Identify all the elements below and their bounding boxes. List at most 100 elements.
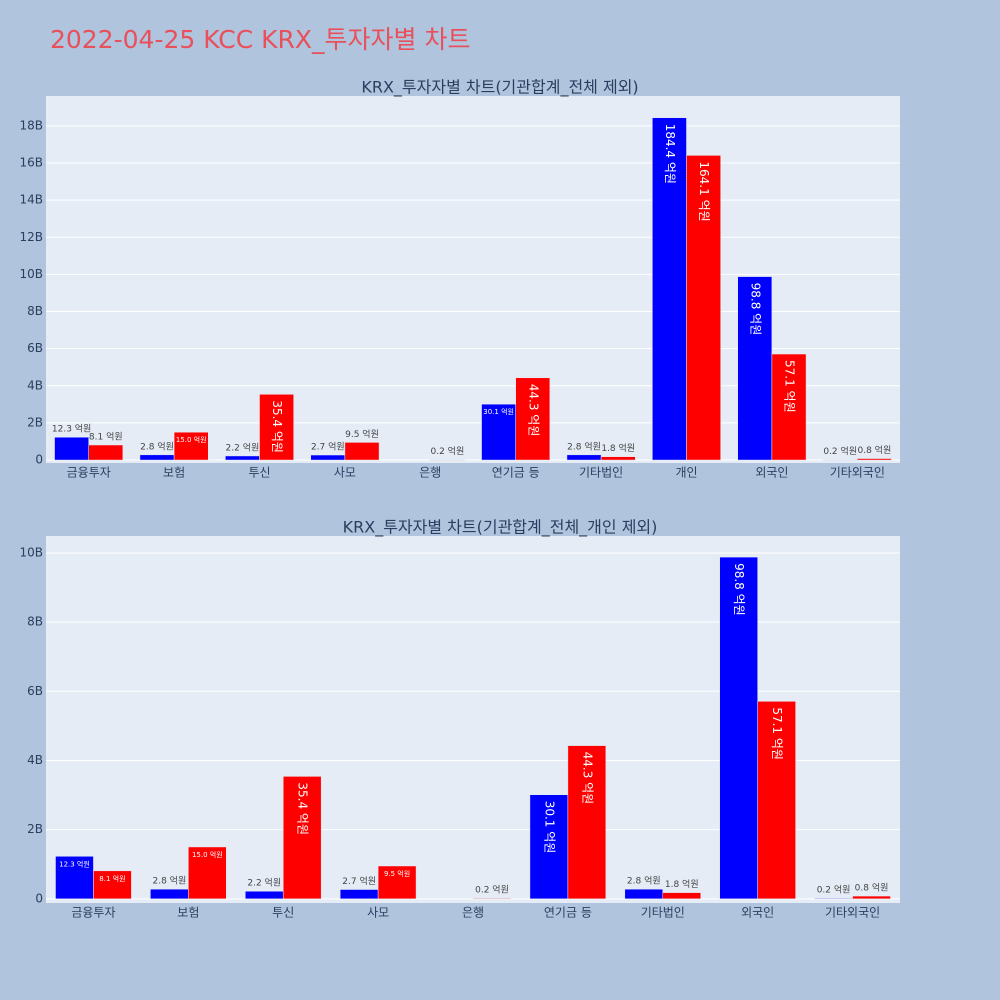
bar [188, 846, 227, 900]
value-label: 44.3 억원 [580, 752, 594, 805]
value-label: 57.1 억원 [782, 360, 796, 413]
bar [600, 456, 636, 461]
bar [567, 745, 607, 900]
bar [377, 865, 417, 900]
y-tick-label: 6B [27, 684, 43, 698]
bar [93, 870, 132, 900]
value-label: 2.8 억원 [140, 440, 174, 452]
value-label: 0.2 억원 [431, 445, 465, 457]
bar [225, 455, 260, 461]
bar [173, 431, 209, 461]
x-tick-label: 사모 [367, 906, 389, 920]
y-tick-label: 16B [19, 156, 43, 170]
chart-title: KRX_투자자별 차트(기관합계_전체_개인 제외) [343, 518, 658, 538]
page-title: 2022-04-25 KCC KRX_투자자별 차트 [50, 25, 470, 54]
value-label: 0.8 억원 [858, 444, 892, 456]
value-label: 184.4 억원 [663, 124, 677, 184]
value-label: 8.1 억원 [99, 874, 125, 883]
value-label: 12.3 억원 [59, 859, 90, 868]
value-label: 35.4 억원 [296, 782, 310, 835]
bar [472, 897, 512, 900]
bar [771, 353, 807, 461]
value-label: 9.5 억원 [384, 869, 410, 878]
value-label: 2.8 억원 [152, 875, 186, 887]
x-tick-label: 개인 [675, 466, 697, 480]
y-tick-label: 14B [19, 193, 43, 207]
y-tick-label: 4B [27, 378, 43, 392]
x-tick-label: 은행 [462, 905, 484, 920]
value-label: 2.8 억원 [627, 875, 661, 887]
bar [566, 454, 602, 461]
bar [529, 794, 569, 900]
value-label: 2.2 억원 [226, 441, 260, 453]
x-tick-label: 투신 [272, 906, 294, 920]
bar [481, 403, 516, 461]
value-label: 30.1 억원 [542, 801, 556, 854]
y-tick-label: 8B [27, 615, 43, 629]
y-tick-label: 4B [27, 753, 43, 767]
bar [245, 890, 284, 900]
y-tick-label: 12B [19, 230, 43, 244]
y-tick-label: 10B [19, 545, 43, 559]
bar [719, 556, 758, 900]
bar [344, 442, 380, 461]
x-tick-label: 연기금 등 [492, 466, 540, 480]
bar [282, 776, 322, 900]
value-label: 30.1 억원 [483, 407, 514, 416]
bar [259, 394, 294, 461]
y-tick-label: 0 [35, 891, 43, 905]
bar [430, 459, 465, 461]
bar [310, 454, 346, 461]
bar [814, 897, 853, 900]
x-tick-label: 연기금 등 [544, 906, 592, 920]
value-label: 164.1 억원 [697, 161, 711, 221]
bar [150, 888, 189, 900]
y-tick-label: 0 [35, 453, 43, 467]
y-tick-label: 8B [27, 304, 43, 318]
x-tick-label: 투신 [248, 466, 270, 480]
value-label: 0.2 억원 [475, 884, 509, 896]
x-tick-label: 외국인 [741, 906, 774, 920]
bar [139, 454, 175, 461]
bar [54, 436, 89, 461]
value-label: 15.0 억원 [192, 850, 223, 859]
x-tick-label: 기타외국인 [830, 466, 885, 480]
value-label: 1.8 억원 [601, 442, 635, 454]
bar [852, 895, 891, 900]
y-tick-label: 18B [19, 118, 43, 132]
x-tick-label: 금융투자 [67, 466, 111, 480]
x-tick-label: 기타외국인 [825, 906, 880, 920]
bar [737, 276, 773, 461]
value-label: 9.5 억원 [345, 428, 379, 440]
value-label: 0.2 억원 [823, 445, 857, 457]
bar [662, 892, 701, 900]
x-tick-label: 기타법인 [641, 906, 685, 920]
value-label: 2.2 억원 [247, 877, 281, 889]
y-tick-label: 10B [19, 267, 43, 281]
chart-title: KRX_투자자별 차트(기관합계_전체 제외) [361, 78, 638, 98]
x-tick-label: 기타법인 [579, 466, 623, 480]
value-label: 44.3 억원 [526, 384, 540, 437]
bar [757, 701, 796, 900]
value-label: 98.8 억원 [748, 283, 762, 336]
x-tick-label: 보험 [163, 466, 185, 480]
bar [686, 155, 721, 461]
value-label: 2.7 억원 [311, 441, 345, 453]
bar [857, 458, 892, 461]
bar [624, 888, 664, 900]
value-label: 1.8 억원 [665, 878, 699, 890]
x-tick-label: 사모 [334, 466, 356, 480]
y-tick-label: 2B [27, 822, 43, 836]
value-label: 35.4 억원 [270, 400, 284, 453]
value-label: 12.3 억원 [52, 423, 91, 435]
value-label: 98.8 억원 [732, 563, 746, 616]
value-label: 2.8 억원 [567, 440, 601, 452]
x-tick-label: 외국인 [755, 466, 788, 480]
bar [822, 459, 858, 461]
x-tick-label: 은행 [419, 465, 441, 480]
value-label: 0.8 억원 [855, 882, 889, 894]
value-label: 2.7 억원 [342, 875, 376, 887]
value-label: 0.2 억원 [817, 884, 851, 896]
y-tick-label: 2B [27, 415, 43, 429]
